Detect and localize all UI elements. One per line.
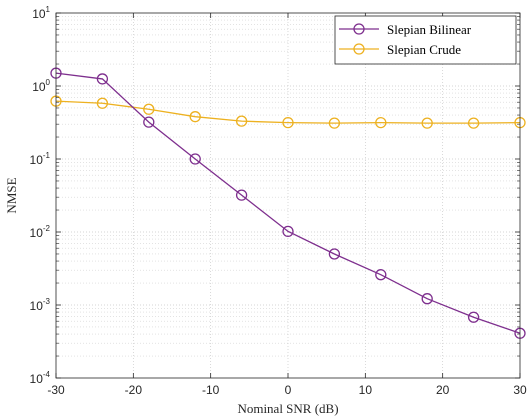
x-tick-label: 30 [513, 383, 527, 397]
legend-label-slepian-crude: Slepian Crude [387, 42, 461, 57]
x-tick-label: 20 [436, 383, 450, 397]
y-tick-label: 101 [32, 5, 50, 21]
legend: Slepian Bilinear Slepian Crude [334, 15, 517, 65]
y-tick-label: 10-2 [30, 224, 51, 240]
data-point-slepian-crude [143, 103, 155, 115]
data-point-slepian-bilinear [282, 225, 294, 238]
y-axis-title: NMSE [4, 177, 19, 213]
data-point-slepian-bilinear [467, 311, 480, 323]
x-tick-label: -10 [202, 383, 220, 397]
data-point-slepian-crude [421, 117, 433, 129]
series-layer [50, 67, 526, 339]
x-axis-title: Nominal SNR (dB) [237, 401, 338, 416]
x-tick-label: -20 [125, 383, 143, 397]
data-point-slepian-bilinear [189, 153, 201, 165]
data-point-slepian-bilinear [96, 73, 109, 85]
x-tick-label: 10 [359, 383, 373, 397]
x-tick-label: 0 [285, 383, 292, 397]
data-point-slepian-crude [282, 116, 294, 129]
data-point-slepian-bilinear [421, 293, 433, 305]
x-tick-label: -30 [47, 383, 65, 397]
series-line-slepian-bilinear [55, 72, 521, 334]
data-point-slepian-bilinear [328, 248, 341, 260]
y-tick-label: 100 [32, 78, 50, 94]
data-point-slepian-crude [328, 117, 341, 129]
data-point-slepian-crude [375, 116, 387, 129]
data-point-slepian-bilinear [235, 189, 248, 201]
y-tick-label: 10-4 [30, 370, 51, 386]
grid [56, 13, 520, 378]
legend-box [334, 15, 517, 65]
legend-marker-slepian-bilinear [353, 23, 365, 35]
legend-label-slepian-bilinear: Slepian Bilinear [387, 22, 472, 37]
data-point-slepian-bilinear [375, 269, 387, 281]
data-point-slepian-crude [467, 117, 480, 129]
data-point-slepian-crude [235, 115, 248, 127]
data-point-slepian-bilinear [143, 116, 155, 128]
data-point-slepian-crude [189, 111, 201, 123]
y-tick-label: 10-1 [30, 151, 51, 167]
legend-marker-slepian-crude [353, 43, 365, 55]
ticks: -30 -20 -10 0 10 20 30 101 100 10-1 10-2 10-3 10-4 [30, 5, 527, 397]
data-point-slepian-crude [96, 97, 109, 109]
y-tick-label: 10-3 [30, 297, 51, 313]
